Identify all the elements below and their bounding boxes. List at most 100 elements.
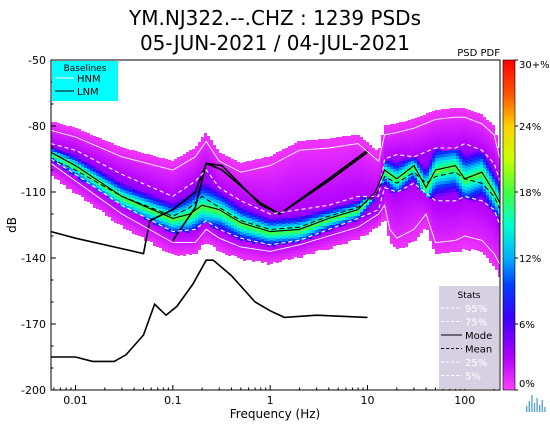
- density-cell: [357, 138, 360, 141]
- density-cell: [54, 149, 57, 152]
- density-cell: [390, 226, 393, 229]
- density-cell: [174, 174, 177, 177]
- density-cell: [384, 194, 387, 197]
- density-cell: [141, 216, 144, 219]
- density-cell: [318, 187, 321, 190]
- density-cell: [441, 157, 444, 160]
- density-cell: [447, 202, 450, 205]
- density-cell: [321, 199, 324, 202]
- density-cell: [99, 141, 102, 144]
- density-cell: [306, 179, 309, 182]
- density-cell: [426, 170, 429, 173]
- density-cell: [453, 162, 456, 165]
- density-cell: [465, 184, 468, 187]
- density-cell: [87, 145, 90, 148]
- density-cell: [258, 258, 261, 261]
- density-cell: [387, 179, 390, 182]
- density-cell: [222, 157, 225, 160]
- density-cell: [264, 193, 267, 196]
- density-cell: [480, 186, 483, 189]
- density-cell: [405, 130, 408, 133]
- density-cell: [234, 241, 237, 244]
- density-cell: [330, 156, 333, 159]
- density-cell: [177, 208, 180, 211]
- density-cell: [138, 227, 141, 230]
- density-cell: [222, 193, 225, 196]
- density-cell: [456, 123, 459, 126]
- density-cell: [99, 192, 102, 195]
- density-cell: [294, 236, 297, 239]
- density-cell: [123, 178, 126, 181]
- density-cell: [264, 160, 267, 163]
- density-cell: [339, 236, 342, 239]
- density-cell: [138, 158, 141, 161]
- density-cell: [243, 165, 246, 168]
- density-cell: [63, 137, 66, 140]
- density-cell: [252, 253, 255, 256]
- density-cell: [261, 260, 264, 263]
- density-cell: [315, 200, 318, 203]
- density-cell: [174, 240, 177, 243]
- density-cell: [153, 213, 156, 216]
- density-cell: [279, 151, 282, 154]
- density-cell: [333, 219, 336, 222]
- density-cell: [339, 212, 342, 215]
- density-cell: [450, 153, 453, 156]
- density-cell: [459, 120, 462, 123]
- density-cell: [132, 192, 135, 195]
- density-cell: [462, 159, 465, 162]
- density-cell: [207, 196, 210, 199]
- density-cell: [477, 161, 480, 164]
- density-cell: [300, 168, 303, 171]
- density-cell: [465, 181, 468, 184]
- density-cell: [117, 215, 120, 218]
- density-cell: [216, 224, 219, 227]
- density-cell: [69, 132, 72, 135]
- density-cell: [480, 249, 483, 252]
- density-cell: [390, 181, 393, 184]
- density-cell: [441, 154, 444, 157]
- density-cell: [141, 234, 144, 237]
- density-cell: [327, 244, 330, 247]
- density-cell: [408, 171, 411, 174]
- density-cell: [411, 146, 414, 149]
- density-cell: [312, 206, 315, 209]
- density-cell: [198, 202, 201, 205]
- density-cell: [174, 222, 177, 225]
- density-cell: [309, 149, 312, 152]
- density-cell: [153, 180, 156, 183]
- density-cell: [198, 184, 201, 187]
- density-cell: [420, 134, 423, 137]
- density-cell: [474, 148, 477, 151]
- density-cell: [387, 194, 390, 197]
- density-cell: [477, 206, 480, 209]
- density-cell: [192, 200, 195, 203]
- density-cell: [450, 141, 453, 144]
- density-cell: [276, 194, 279, 197]
- density-cell: [273, 217, 276, 220]
- density-cell: [288, 221, 291, 224]
- density-cell: [213, 160, 216, 163]
- density-cell: [303, 171, 306, 174]
- density-cell: [90, 171, 93, 174]
- density-cell: [192, 158, 195, 161]
- density-cell: [408, 189, 411, 192]
- density-cell: [405, 166, 408, 169]
- density-cell: [396, 174, 399, 177]
- density-cell: [342, 178, 345, 181]
- density-cell: [369, 214, 372, 217]
- density-cell: [411, 206, 414, 209]
- density-cell: [63, 170, 66, 173]
- density-cell: [438, 233, 441, 236]
- density-cell: [309, 215, 312, 218]
- density-cell: [414, 205, 417, 208]
- density-cell: [219, 204, 222, 207]
- density-cell: [135, 160, 138, 163]
- density-cell: [69, 153, 72, 156]
- density-cell: [96, 197, 99, 200]
- density-cell: [471, 156, 474, 159]
- density-cell: [465, 205, 468, 208]
- density-cell: [282, 149, 285, 152]
- density-cell: [114, 172, 117, 175]
- density-cell: [144, 211, 147, 214]
